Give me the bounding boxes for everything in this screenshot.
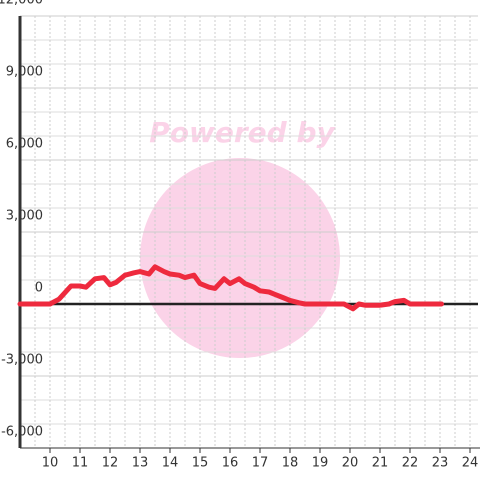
x-tick-label: 24 [462,456,479,471]
x-tick-label: 16 [222,456,239,471]
y-tick-label: 3,000 [6,209,43,224]
x-tick-label: 17 [252,456,269,471]
x-tick-label: 14 [162,456,179,471]
y-tick-label: -6,000 [1,425,43,440]
x-tick-label: 12 [102,456,119,471]
watermark: Powered by [149,116,336,149]
line [17,264,444,312]
y-tick-label: 12,000 [0,0,43,8]
x-tick-label: 22 [402,456,419,471]
x-tick-label: 10 [42,456,59,471]
x-tick-label: 21 [372,456,389,471]
y-tick-label: 0 [35,281,43,296]
y-tick-label: 9,000 [6,65,43,80]
y-tick-label: 6,000 [6,137,43,152]
x-tick-label: 23 [432,456,449,471]
x-tick-label: 19 [312,456,329,471]
x-tick-label: 15 [192,456,209,471]
x-tick-label: 11 [72,456,89,471]
x-tick-label: 13 [132,456,149,471]
x-tick-label: 20 [342,456,359,471]
x-tick-label: 18 [282,456,299,471]
y-tick-label: -3,000 [1,353,43,368]
